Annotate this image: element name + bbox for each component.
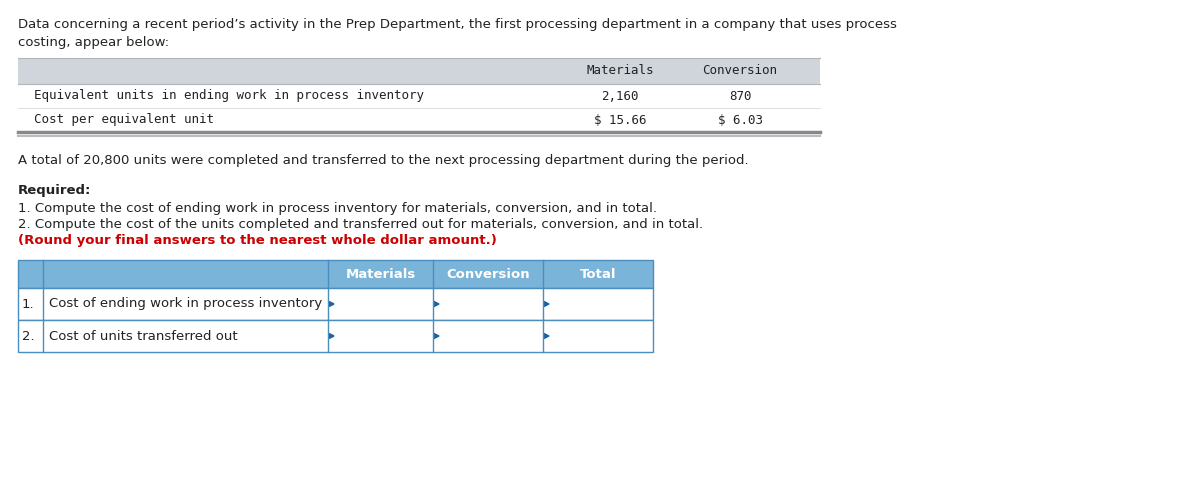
Text: Materials: Materials <box>587 65 654 78</box>
Polygon shape <box>329 334 334 339</box>
Polygon shape <box>329 301 334 306</box>
Text: Data concerning a recent period’s activity in the Prep Department, the first pro: Data concerning a recent period’s activi… <box>18 18 896 31</box>
Text: Cost of ending work in process inventory: Cost of ending work in process inventory <box>49 297 323 310</box>
Text: Materials: Materials <box>346 268 415 281</box>
Polygon shape <box>544 301 550 306</box>
Text: 2,160: 2,160 <box>601 90 638 102</box>
Text: 870: 870 <box>728 90 751 102</box>
Bar <box>18 58 820 84</box>
Text: Equivalent units in ending work in process inventory: Equivalent units in ending work in proce… <box>34 90 424 102</box>
Polygon shape <box>544 334 550 339</box>
Text: (Round your final answers to the nearest whole dollar amount.): (Round your final answers to the nearest… <box>18 234 497 247</box>
Text: Cost of units transferred out: Cost of units transferred out <box>49 330 238 343</box>
Text: Conversion: Conversion <box>702 65 778 78</box>
Bar <box>18 108 820 132</box>
Text: A total of 20,800 units were completed and transferred to the next processing de: A total of 20,800 units were completed a… <box>18 154 749 167</box>
Text: $ 6.03: $ 6.03 <box>718 113 762 127</box>
Text: Total: Total <box>580 268 617 281</box>
Bar <box>18 320 653 352</box>
Polygon shape <box>434 301 439 306</box>
Text: 2.: 2. <box>22 330 35 343</box>
Text: $ 15.66: $ 15.66 <box>594 113 647 127</box>
Text: 2. Compute the cost of the units completed and transferred out for materials, co: 2. Compute the cost of the units complet… <box>18 218 703 231</box>
Bar <box>18 84 820 108</box>
Bar <box>18 288 653 320</box>
Text: 1. Compute the cost of ending work in process inventory for materials, conversio: 1. Compute the cost of ending work in pr… <box>18 202 658 215</box>
Polygon shape <box>434 334 439 339</box>
Text: Required:: Required: <box>18 184 91 197</box>
Text: Cost per equivalent unit: Cost per equivalent unit <box>34 113 214 127</box>
Text: 1.: 1. <box>22 297 35 310</box>
Bar <box>18 260 653 288</box>
Text: costing, appear below:: costing, appear below: <box>18 36 169 49</box>
Text: Conversion: Conversion <box>446 268 530 281</box>
